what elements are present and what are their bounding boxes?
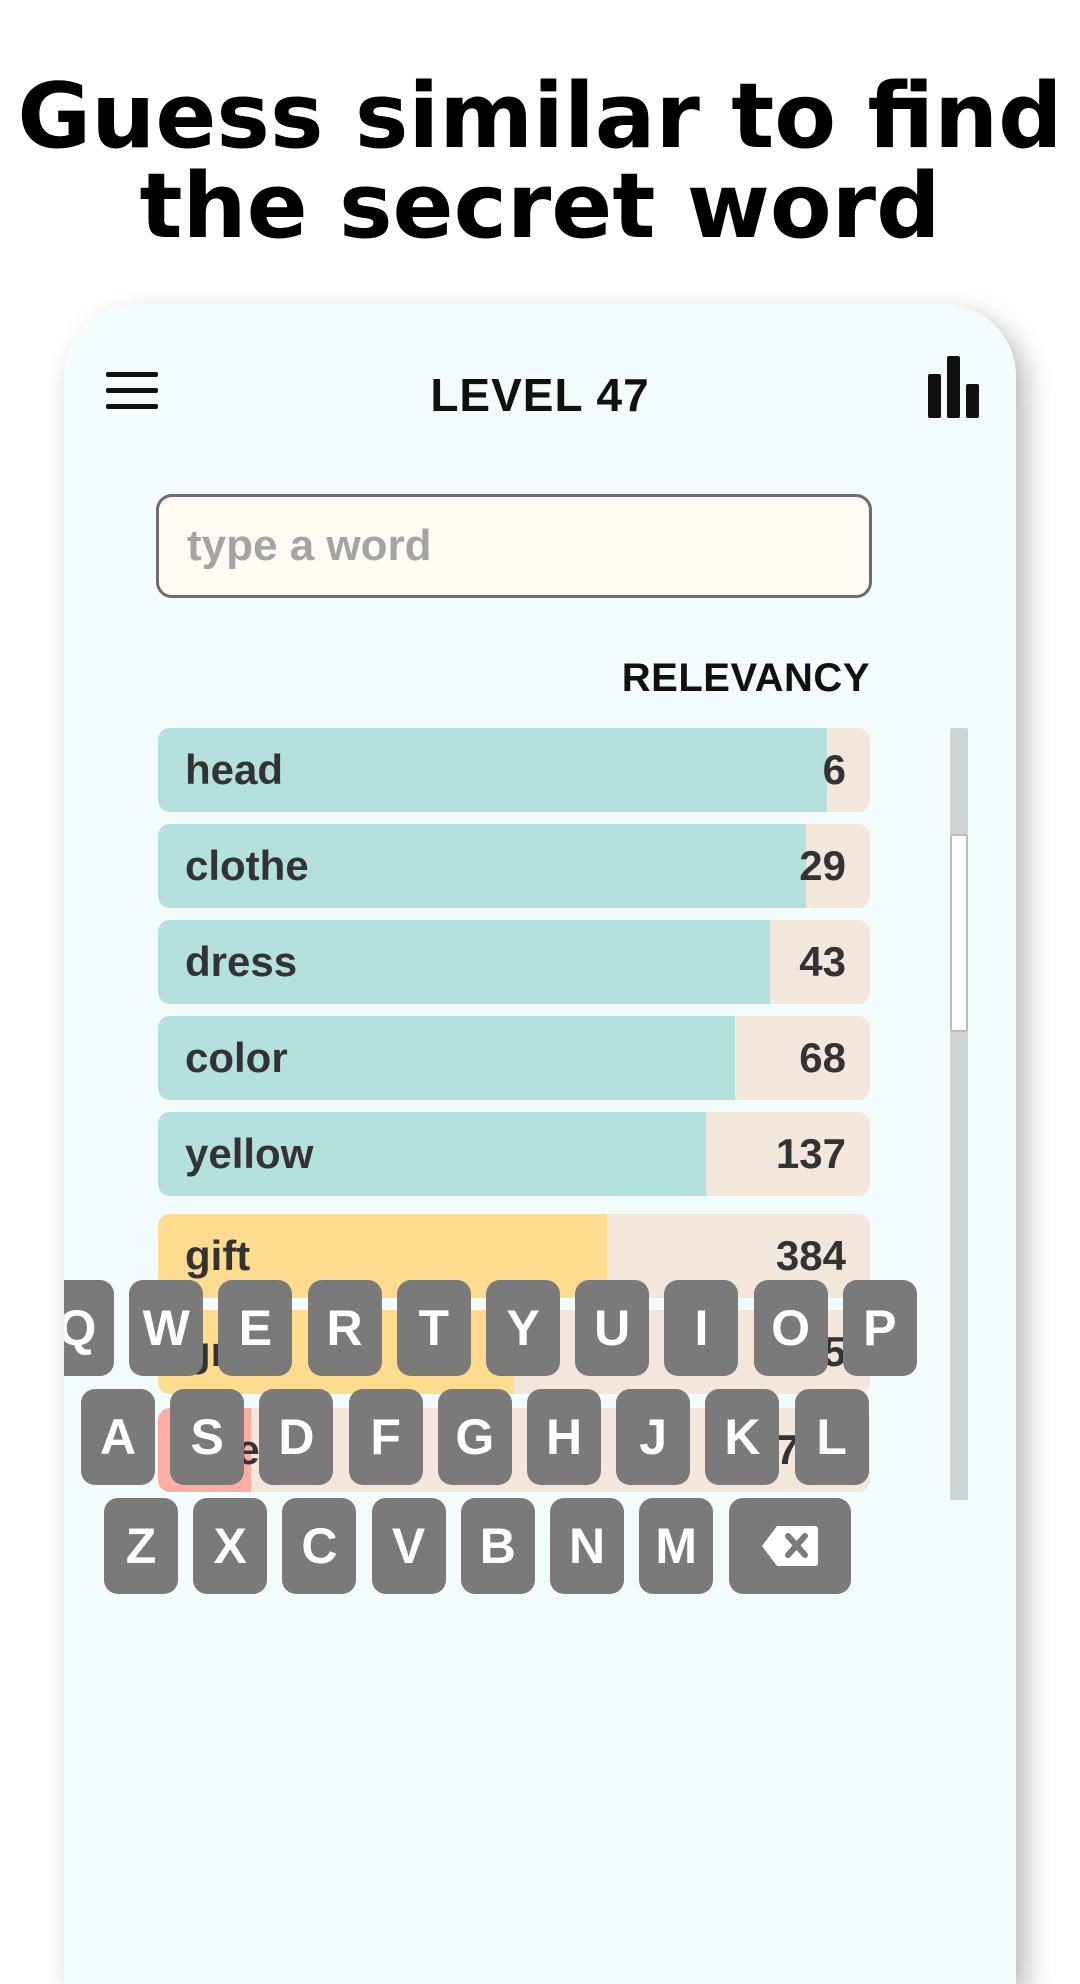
relevancy-bar-fill — [158, 920, 771, 1004]
key-n[interactable]: N — [550, 1498, 624, 1594]
key-l[interactable]: L — [794, 1389, 869, 1485]
key-x[interactable]: X — [193, 1498, 268, 1594]
key-f[interactable]: F — [348, 1389, 423, 1485]
key-i[interactable]: I — [664, 1280, 739, 1376]
bar-chart-icon[interactable] — [926, 356, 982, 418]
guess-rank: 384 — [775, 1232, 846, 1279]
relevancy-bar-fill — [158, 1016, 735, 1100]
key-r[interactable]: R — [307, 1280, 382, 1376]
headline-line-2: the secret word — [139, 154, 941, 259]
guess-row[interactable]: clothe 29 — [158, 824, 870, 908]
guess-row[interactable]: color 68 — [158, 1016, 870, 1100]
level-title: LEVEL 47 — [430, 369, 650, 421]
key-k[interactable]: K — [705, 1389, 780, 1485]
guess-row[interactable]: yellow 137 — [158, 1112, 870, 1196]
scrollbar-thumb[interactable] — [950, 834, 968, 1032]
key-t[interactable]: T — [396, 1280, 471, 1376]
guess-rank: 68 — [799, 1034, 846, 1081]
headline: Guess similar to find the secret word — [0, 72, 1080, 252]
hamburger-menu-icon[interactable] — [106, 370, 158, 412]
guess-word: dress — [185, 938, 298, 985]
key-w[interactable]: W — [129, 1280, 204, 1376]
guess-word: color — [185, 1034, 288, 1081]
key-q[interactable]: Q — [64, 1280, 114, 1376]
key-d[interactable]: D — [259, 1389, 334, 1485]
guess-word: clothe — [185, 842, 309, 889]
guess-rank: 6 — [822, 746, 846, 793]
key-s[interactable]: S — [170, 1389, 245, 1485]
guess-rank: 137 — [775, 1130, 846, 1177]
key-e[interactable]: E — [218, 1280, 293, 1376]
guess-row[interactable]: head 6 — [158, 728, 870, 812]
relevancy-bar-fill — [158, 1112, 707, 1196]
backspace-key[interactable] — [729, 1498, 851, 1594]
guess-rank: 43 — [799, 938, 846, 985]
key-o[interactable]: O — [753, 1280, 828, 1376]
relevancy-bar-fill — [158, 728, 828, 812]
key-b[interactable]: B — [460, 1498, 535, 1594]
key-a[interactable]: A — [81, 1389, 155, 1485]
key-v[interactable]: V — [371, 1498, 446, 1594]
relevancy-header: RELEVANCY — [621, 656, 870, 700]
key-j[interactable]: J — [616, 1389, 691, 1485]
guess-word: yellow — [185, 1130, 314, 1177]
key-y[interactable]: Y — [486, 1280, 560, 1376]
guess-word: gift — [185, 1232, 251, 1279]
guess-rank: 29 — [799, 842, 846, 889]
phone-screen: LEVEL 47 RELEVANCY head 6 clothe 29 dress 43 c… — [64, 304, 1016, 1984]
key-c[interactable]: C — [282, 1498, 357, 1594]
key-g[interactable]: G — [437, 1389, 512, 1485]
guess-word: head — [185, 746, 284, 793]
key-p[interactable]: P — [842, 1280, 917, 1376]
word-input[interactable] — [156, 494, 872, 598]
key-u[interactable]: U — [575, 1280, 650, 1376]
key-m[interactable]: M — [639, 1498, 714, 1594]
key-z[interactable]: Z — [104, 1498, 178, 1594]
guess-row[interactable]: dress 43 — [158, 920, 870, 1004]
backspace-icon — [762, 1526, 818, 1566]
relevancy-bar-fill — [158, 824, 806, 908]
headline-line-1: Guess similar to find — [17, 64, 1063, 169]
key-h[interactable]: H — [527, 1389, 601, 1485]
